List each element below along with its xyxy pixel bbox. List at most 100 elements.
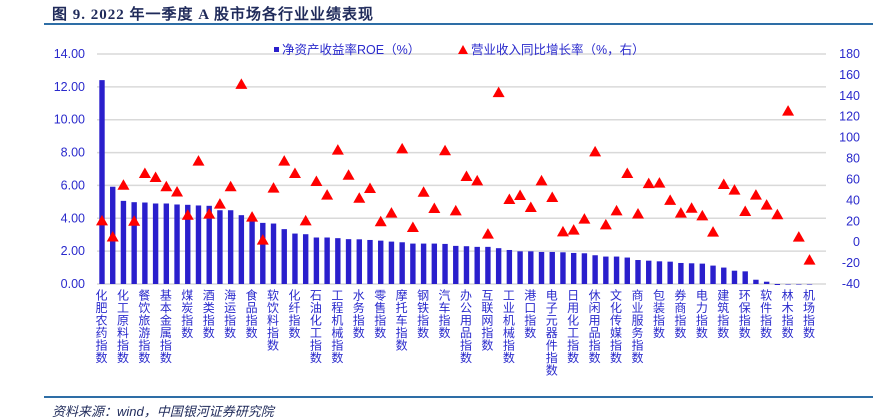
roe-bar: [463, 246, 470, 284]
legend-roe-swatch: [274, 47, 279, 52]
revenue-growth-marker: [192, 155, 205, 166]
revenue-growth-marker: [310, 175, 323, 187]
roe-bar: [142, 202, 148, 284]
roe-bar: [688, 263, 695, 284]
category-label: 电力指数: [694, 289, 708, 340]
roe-bar: [99, 80, 105, 284]
right-axis-tick-label: 40: [846, 193, 860, 207]
roe-bar: [163, 203, 170, 284]
roe-bar: [367, 239, 373, 284]
left-axis-tick-label: 12.00: [54, 80, 85, 94]
revenue-growth-marker: [535, 174, 548, 186]
roe-bar: [581, 253, 588, 284]
left-axis-tick-label: 2.00: [61, 244, 85, 258]
roe-bar: [796, 284, 802, 285]
roe-bar: [699, 263, 706, 284]
roe-bar: [806, 284, 813, 285]
roe-bar: [227, 210, 234, 284]
right-axis-tick-label: 20: [846, 214, 860, 228]
roe-bar: [324, 237, 330, 284]
roe-bar: [378, 240, 384, 284]
revenue-growth-marker: [417, 186, 430, 197]
roe-bar: [131, 202, 137, 284]
category-label: 电子元器件指数: [544, 289, 558, 377]
revenue-growth-marker: [717, 178, 730, 189]
roe-bar: [474, 246, 480, 284]
revenue-growth-marker: [235, 78, 248, 89]
roe-bar: [399, 242, 405, 284]
roe-bar: [356, 239, 362, 284]
roe-bar: [763, 281, 770, 284]
roe-bar: [302, 234, 309, 284]
category-label: 商业服务指数: [630, 288, 644, 365]
roe-bar: [313, 237, 320, 284]
roe-bar: [217, 210, 223, 284]
category-label: 工程机械指数: [330, 289, 344, 364]
roe-bar: [249, 219, 255, 284]
revenue-growth-marker: [610, 204, 623, 216]
category-label: 互联网指数: [480, 289, 494, 352]
roe-bar: [270, 223, 277, 284]
revenue-growth-marker: [396, 142, 409, 154]
source-note: 资料来源：wind，中国银河证券研究院: [52, 404, 274, 419]
roe-bar: [345, 239, 352, 284]
revenue-growth-marker: [621, 167, 634, 178]
roe-bar: [517, 251, 523, 284]
revenue-growth-marker: [589, 145, 602, 157]
revenue-growth-marker: [439, 144, 452, 156]
roe-bar: [710, 265, 716, 284]
legend-revenue-label: 营业收入同比增长率（%，右）: [471, 42, 645, 57]
roe-bar: [646, 260, 652, 284]
left-axis-tick-label: 8.00: [61, 146, 85, 160]
category-label: 工业机械指数: [501, 289, 515, 364]
revenue-growth-marker: [771, 208, 784, 220]
revenue-growth-marker: [256, 234, 269, 245]
revenue-growth-marker: [556, 225, 569, 237]
revenue-growth-marker: [578, 213, 591, 224]
category-label: 办公用品指数: [458, 288, 472, 365]
roe-bar: [431, 243, 438, 284]
roe-bar: [774, 284, 781, 285]
revenue-growth-marker: [224, 180, 237, 192]
revenue-growth-marker: [117, 179, 130, 190]
right-axis-tick-label: 120: [839, 110, 860, 124]
category-label: 基本金属指数: [158, 289, 172, 365]
category-label: 日用化工指数: [566, 289, 580, 364]
revenue-growth-marker: [428, 202, 441, 214]
revenue-growth-marker: [203, 208, 216, 219]
category-label: 软饮料指数: [266, 289, 280, 352]
category-label: 文化传媒指数: [609, 288, 623, 365]
category-label: 港口指数: [523, 289, 537, 340]
title-divider: [44, 23, 873, 25]
roe-bar: [549, 251, 555, 284]
category-label: 包装指数: [651, 289, 665, 340]
right-axis-tick-label: 80: [846, 152, 860, 166]
revenue-growth-marker: [664, 194, 677, 205]
category-label: 海运指数: [223, 288, 237, 340]
revenue-growth-marker: [728, 184, 741, 195]
revenue-growth-marker: [503, 193, 516, 205]
roe-bar: [785, 284, 791, 285]
revenue-growth-marker: [181, 209, 194, 220]
category-label: 建筑指数: [716, 289, 730, 340]
category-label: 水务指数: [351, 289, 365, 340]
roe-bar: [731, 270, 738, 284]
category-label: 休闲用品指数: [587, 289, 601, 365]
revenue-growth-marker: [471, 174, 484, 186]
roe-bar: [613, 256, 620, 284]
figure-title: 图 9. 2022 年一季度 A 股市场各行业业绩表现: [52, 7, 375, 23]
revenue-growth-marker: [567, 224, 580, 235]
revenue-growth-marker: [749, 189, 762, 200]
revenue-growth-marker: [149, 171, 162, 182]
revenue-growth-marker: [685, 202, 698, 213]
roe-bar: [667, 261, 673, 284]
revenue-growth-marker: [299, 214, 312, 226]
category-label: 券商指数: [673, 288, 687, 340]
revenue-growth-marker: [739, 205, 752, 217]
roe-bar: [678, 262, 684, 284]
roe-bar: [281, 229, 287, 284]
roe-bar: [528, 251, 534, 284]
roe-bar: [721, 267, 727, 284]
